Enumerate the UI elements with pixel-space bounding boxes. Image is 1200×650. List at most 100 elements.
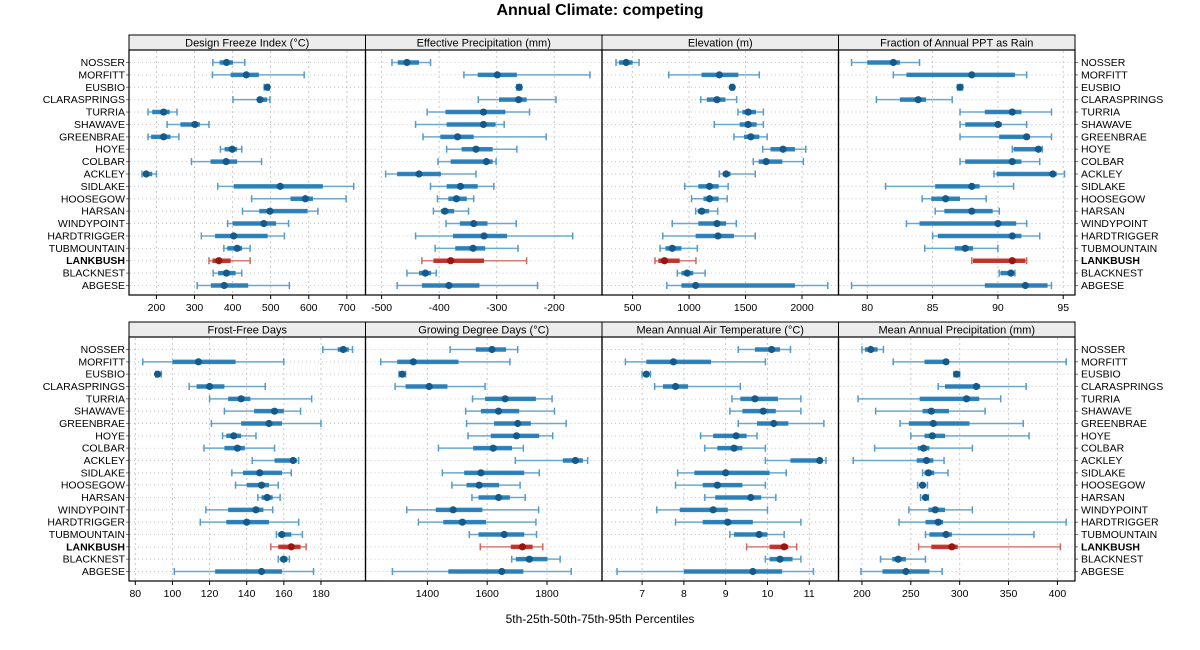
median-dot bbox=[942, 358, 950, 366]
station-label-right: ABGESE bbox=[1081, 566, 1124, 578]
median-dot bbox=[724, 518, 732, 526]
station-label-right: GREENBRAE bbox=[1081, 418, 1147, 430]
x-tick-label: 100 bbox=[164, 588, 182, 600]
station-row bbox=[892, 71, 1028, 79]
station-row bbox=[898, 518, 1067, 526]
station-row bbox=[434, 244, 519, 252]
station-row bbox=[436, 195, 475, 203]
median-dot bbox=[1008, 158, 1016, 166]
station-row bbox=[733, 133, 768, 141]
station-row bbox=[463, 71, 591, 79]
station-row bbox=[208, 257, 251, 265]
median-dot bbox=[922, 456, 931, 465]
median-dot bbox=[477, 469, 485, 477]
median-dot bbox=[441, 207, 449, 215]
station-label-left: HARSAN bbox=[81, 492, 125, 504]
median-dot bbox=[1008, 257, 1016, 265]
station-row bbox=[850, 281, 1053, 290]
station-label-left: TUBMOUNTAIN bbox=[49, 529, 125, 541]
station-row bbox=[852, 456, 945, 465]
station-row bbox=[923, 244, 999, 252]
station-label-right: WINDYPOINT bbox=[1081, 504, 1149, 516]
station-label-right: LANKBUSH bbox=[1081, 255, 1140, 267]
station-row bbox=[934, 207, 1000, 215]
station-label-left: CLARASPRINGS bbox=[43, 94, 125, 106]
station-row bbox=[515, 83, 523, 91]
x-tick-label: -200 bbox=[544, 302, 565, 314]
station-row bbox=[432, 207, 470, 215]
median-dot bbox=[398, 370, 406, 378]
station-row bbox=[861, 345, 885, 354]
station-label-left: TURRIA bbox=[86, 393, 125, 405]
station-row bbox=[899, 419, 1024, 428]
median-dot bbox=[747, 133, 755, 141]
station-row bbox=[277, 555, 291, 563]
station-row bbox=[953, 370, 961, 378]
median-dot bbox=[776, 555, 784, 563]
strip-title: Mean Annual Precipitation (mm) bbox=[878, 325, 1035, 337]
station-row bbox=[437, 444, 525, 452]
station-row bbox=[874, 407, 986, 415]
median-dot bbox=[191, 120, 199, 129]
x-tick-label: 120 bbox=[201, 588, 219, 600]
station-label-left: BLACKNEST bbox=[63, 268, 126, 280]
chart-title: Annual Climate: competing bbox=[496, 2, 704, 19]
station-row bbox=[916, 481, 929, 489]
station-row bbox=[471, 493, 526, 502]
station-label-right: TUBMOUNTAIN bbox=[1081, 529, 1157, 541]
station-row bbox=[674, 518, 802, 526]
station-row bbox=[959, 108, 1053, 116]
station-row bbox=[745, 543, 798, 551]
station-label-right: EUSBIO bbox=[1081, 369, 1121, 381]
station-label-left: WINDYPOINT bbox=[58, 504, 126, 516]
median-dot bbox=[1007, 269, 1015, 277]
median-dot bbox=[948, 543, 956, 551]
station-row bbox=[205, 506, 274, 514]
station-row bbox=[190, 158, 263, 166]
median-dot bbox=[931, 506, 939, 514]
median-dot bbox=[489, 444, 497, 452]
station-row bbox=[211, 71, 305, 79]
station-row bbox=[196, 281, 291, 290]
station-row bbox=[426, 108, 531, 116]
median-dot bbox=[403, 58, 411, 67]
median-dot bbox=[762, 158, 770, 166]
median-dot bbox=[921, 493, 930, 502]
median-dot bbox=[942, 195, 950, 203]
median-dot bbox=[571, 456, 579, 465]
panel-border bbox=[128, 49, 367, 296]
median-dot bbox=[469, 244, 477, 252]
x-tick-label: -400 bbox=[429, 302, 450, 314]
median-dot bbox=[768, 345, 776, 354]
median-dot bbox=[713, 219, 721, 228]
x-tick-label: 85 bbox=[927, 302, 939, 314]
station-row bbox=[391, 58, 432, 67]
x-tick-label: 350 bbox=[1000, 588, 1018, 600]
station-row bbox=[694, 207, 719, 215]
median-dot bbox=[927, 407, 935, 415]
station-row bbox=[718, 170, 757, 178]
median-dot bbox=[962, 395, 971, 403]
station-label-left: EUSBIO bbox=[85, 369, 125, 381]
x-tick-label: 1000 bbox=[677, 302, 701, 314]
station-label-left: LANKBUSH bbox=[66, 255, 125, 267]
station-label-right: TURRIA bbox=[1081, 393, 1120, 405]
station-label-left: ACKLEY bbox=[84, 455, 125, 467]
station-row bbox=[699, 96, 738, 104]
station-label-right: HARSAN bbox=[1081, 492, 1125, 504]
median-dot bbox=[902, 567, 910, 576]
median-dot bbox=[698, 207, 706, 215]
station-row bbox=[437, 158, 497, 166]
median-dot bbox=[919, 444, 928, 452]
median-dot bbox=[472, 145, 480, 153]
median-dot bbox=[252, 506, 260, 514]
median-dot bbox=[928, 432, 936, 440]
station-row bbox=[662, 232, 757, 240]
station-row bbox=[937, 382, 1027, 391]
median-dot bbox=[889, 58, 897, 67]
station-label-right: TUBMOUNTAIN bbox=[1081, 243, 1157, 255]
median-dot bbox=[501, 395, 509, 403]
median-dot bbox=[728, 83, 736, 91]
station-row bbox=[223, 244, 251, 252]
